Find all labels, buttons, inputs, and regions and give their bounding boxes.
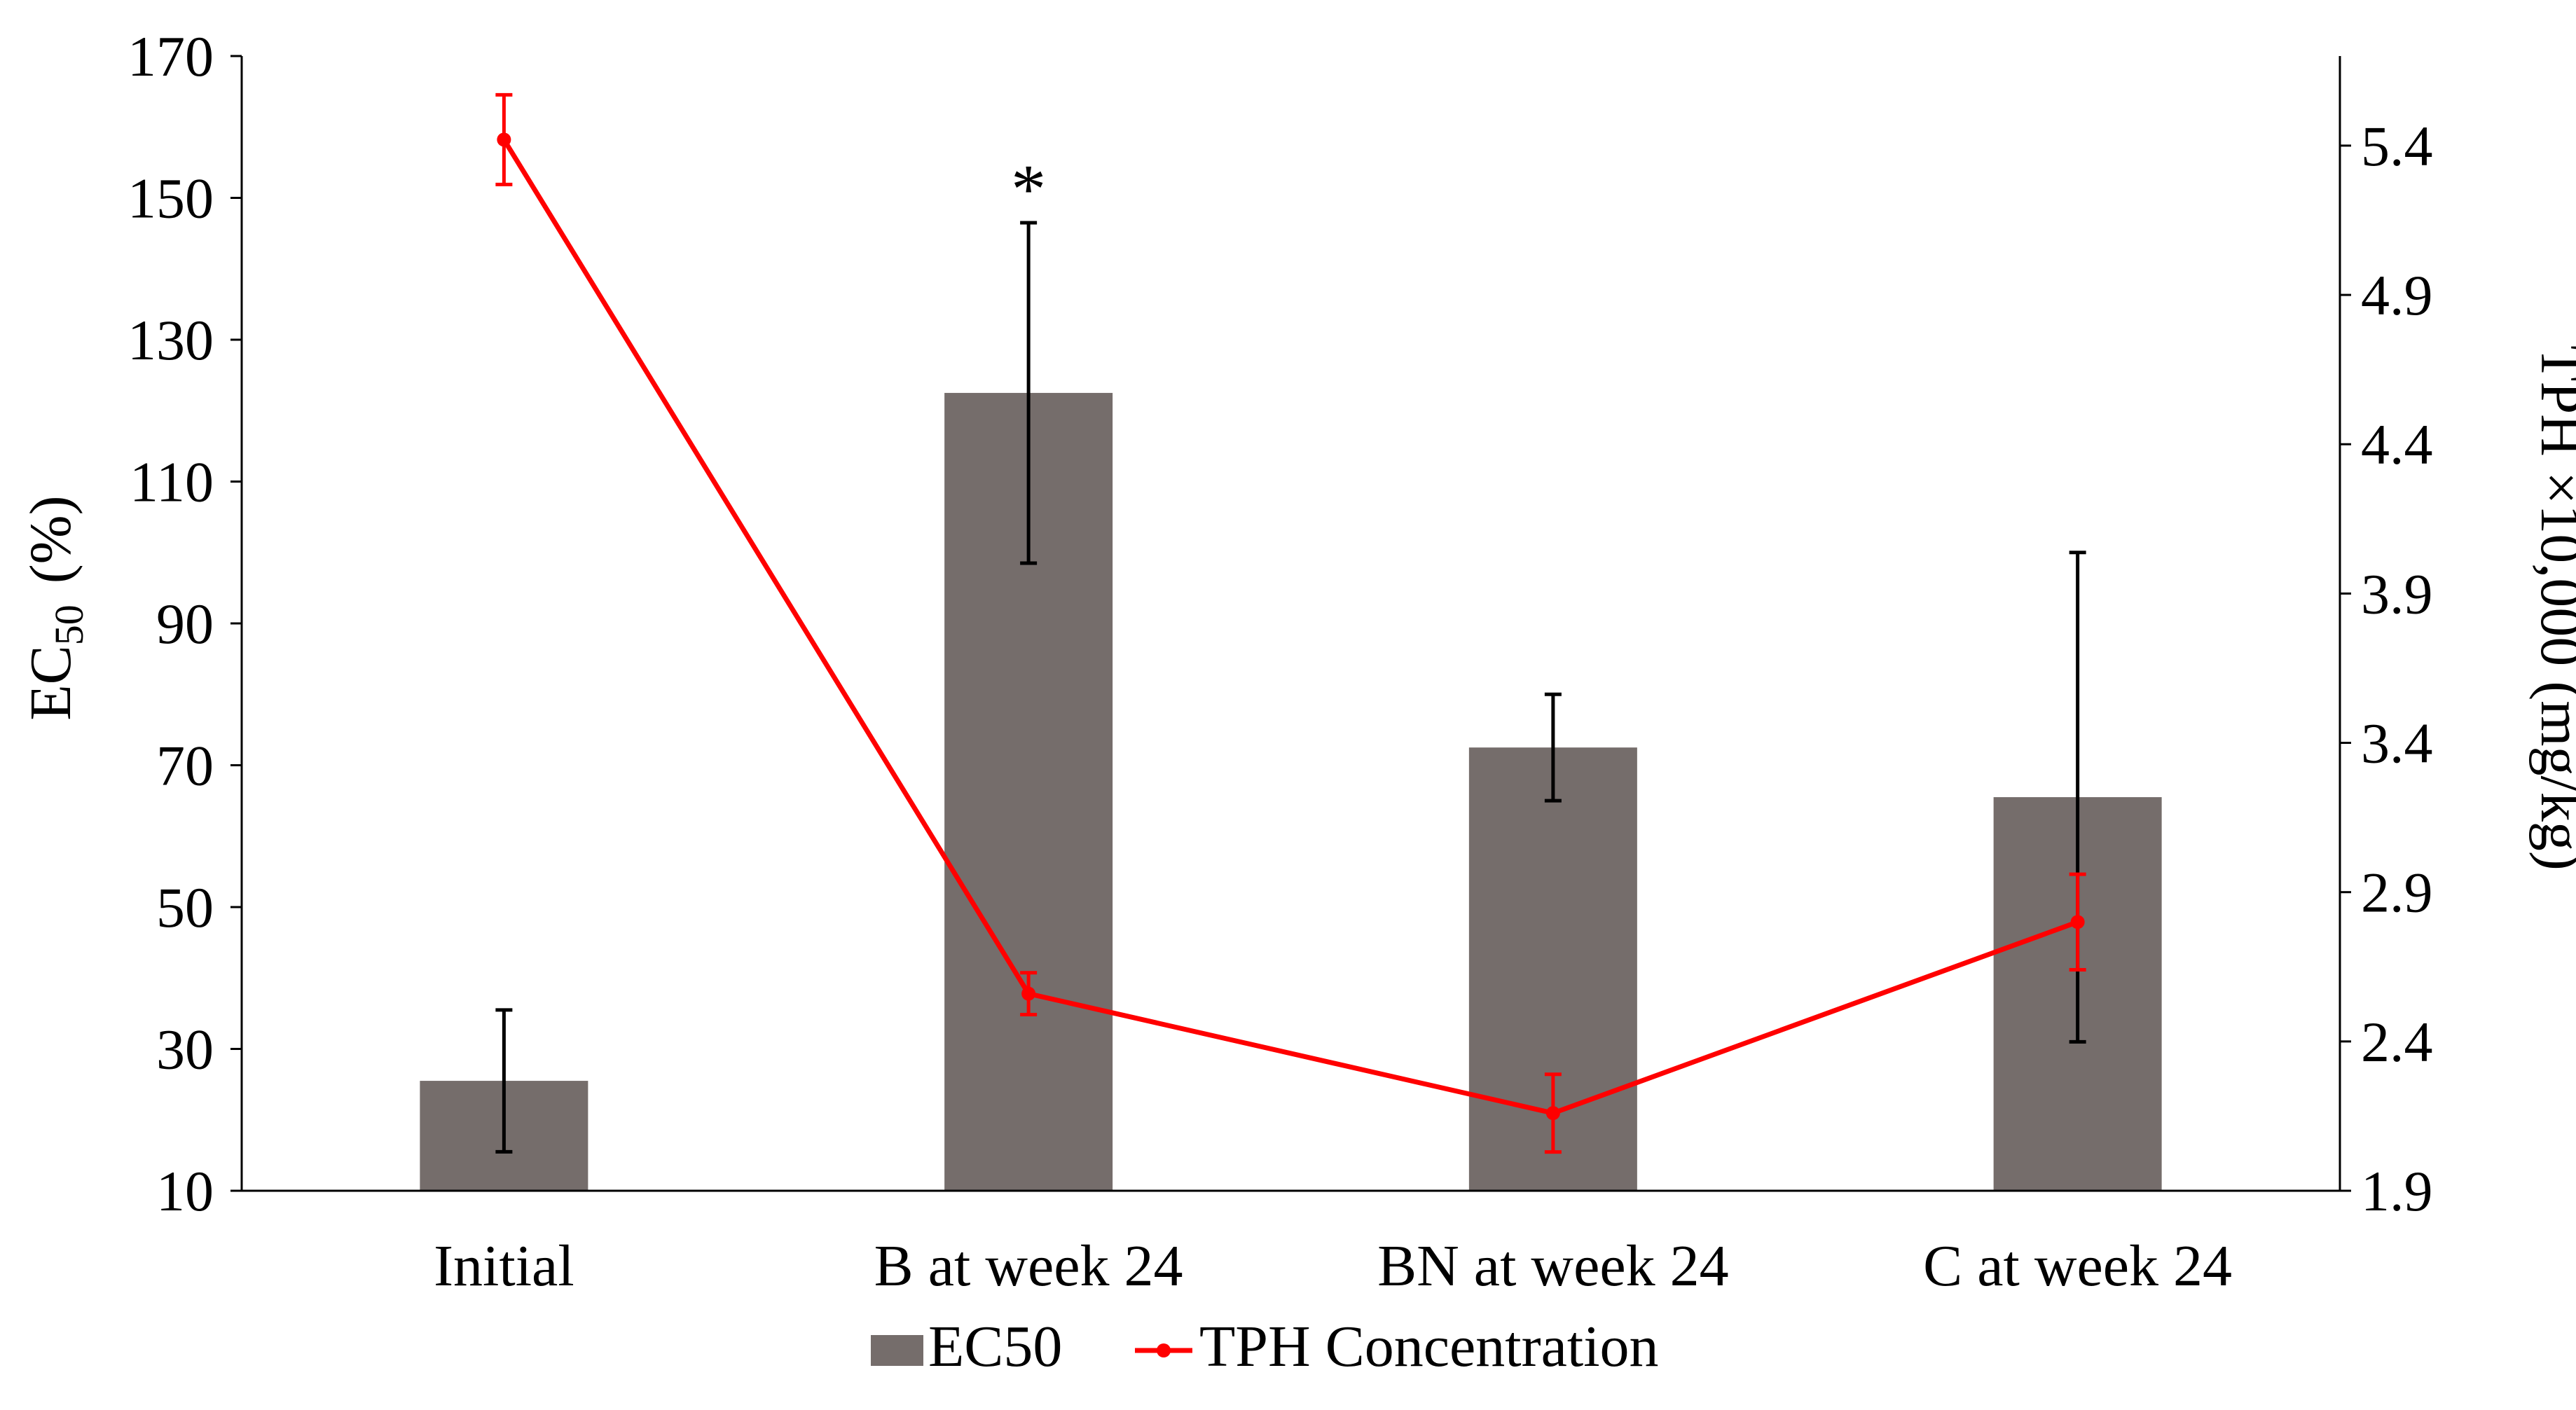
legend-ec50-label: EC50 <box>928 1314 1062 1379</box>
left-axis-title-main: EC <box>18 645 83 720</box>
category-label: B at week 24 <box>874 1233 1183 1299</box>
tph-point <box>1021 986 1036 1001</box>
left-axis-title-unit: (%) <box>18 495 83 583</box>
right-tick-label: 1.9 <box>2361 1159 2433 1223</box>
ec50-error-bars <box>495 221 2086 1154</box>
right-axis-title: TPH ×10,000 (mg/kg) <box>2528 345 2576 871</box>
right-tick-label: 2.4 <box>2361 1010 2433 1074</box>
left-tick-label: 10 <box>156 1159 214 1223</box>
right-tick-label: 4.4 <box>2361 413 2433 476</box>
annotations: * <box>1011 150 1046 228</box>
left-axis-title-subscript: 50 <box>46 604 92 645</box>
tph-line-layer <box>495 92 2086 1154</box>
left-axis-ticks: 10 30 50 70 90 110 130 150 170 <box>128 25 242 1223</box>
axes <box>240 56 2341 1192</box>
right-axis-ticks: 1.9 2.4 2.9 3.4 3.9 4.4 4.9 5.4 <box>2340 114 2433 1223</box>
legend-ec50-swatch <box>871 1335 923 1366</box>
left-tick-label: 170 <box>128 25 214 88</box>
tph-point <box>497 132 511 147</box>
ec50-bars <box>420 392 2162 1191</box>
tph-point <box>2070 915 2085 929</box>
legend: EC50 TPH Concentration <box>871 1314 1659 1379</box>
right-tick-label: 5.4 <box>2361 114 2433 178</box>
category-label: BN at week 24 <box>1377 1233 1729 1299</box>
left-tick-label: 150 <box>128 167 214 230</box>
left-tick-label: 90 <box>156 592 214 656</box>
left-tick-label: 70 <box>156 734 214 798</box>
right-tick-label: 2.9 <box>2361 861 2433 925</box>
right-tick-label: 4.9 <box>2361 263 2433 327</box>
legend-tph-marker <box>1157 1343 1171 1357</box>
left-tick-label: 110 <box>130 450 214 514</box>
right-tick-label: 3.4 <box>2361 712 2433 775</box>
category-label: C at week 24 <box>1923 1233 2232 1299</box>
tph-series-line <box>502 138 2079 1116</box>
left-tick-label: 50 <box>156 876 214 939</box>
left-tick-label: 130 <box>128 308 214 372</box>
legend-tph-label: TPH Concentration <box>1199 1314 1659 1379</box>
category-labels: Initial B at week 24 BN at week 24 C at wee… <box>434 1233 2232 1299</box>
significance-star: * <box>1011 150 1046 228</box>
right-tick-label: 3.9 <box>2361 562 2433 625</box>
category-label: Initial <box>434 1233 574 1299</box>
left-axis-title: EC50 (%) <box>18 495 92 720</box>
left-tick-label: 30 <box>156 1018 214 1081</box>
tph-point <box>1545 1106 1560 1121</box>
